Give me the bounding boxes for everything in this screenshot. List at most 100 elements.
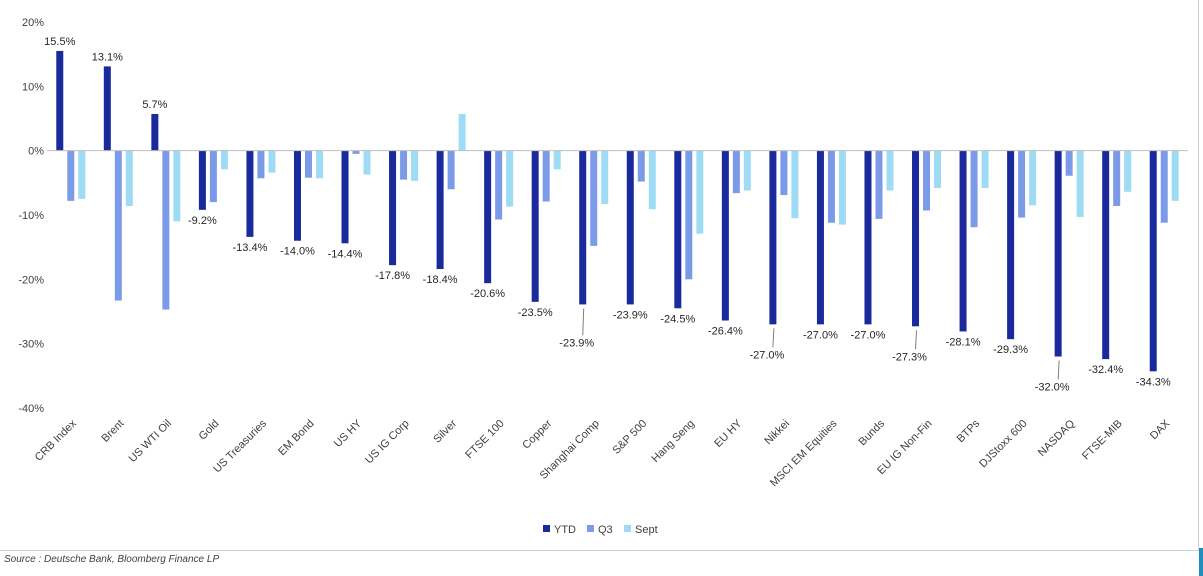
y-tick-label: -10% bbox=[18, 210, 44, 222]
bar-ytd bbox=[959, 150, 967, 332]
bar-sept bbox=[838, 150, 846, 225]
category-label: EU HY bbox=[712, 417, 745, 450]
category-label: Brent bbox=[99, 418, 126, 445]
bar-sept bbox=[411, 150, 419, 181]
data-label-ytd: -28.1% bbox=[946, 336, 981, 348]
bar-q3 bbox=[352, 150, 360, 154]
bar-ytd bbox=[484, 150, 492, 284]
bar-sept bbox=[125, 150, 133, 206]
bar-q3 bbox=[1160, 150, 1168, 223]
bar-sept bbox=[1124, 150, 1132, 192]
bar-ytd bbox=[1054, 150, 1062, 357]
bar-ytd bbox=[436, 150, 444, 270]
data-label-ytd: -27.0% bbox=[803, 329, 838, 341]
edge-accent bbox=[1199, 548, 1203, 576]
data-label-ytd: -32.0% bbox=[1035, 382, 1070, 394]
bar-q3 bbox=[732, 150, 740, 194]
bar-q3 bbox=[637, 150, 645, 182]
bar-ytd bbox=[246, 150, 254, 237]
y-tick-label: -40% bbox=[18, 403, 44, 415]
label-leader-lines bbox=[582, 308, 1060, 380]
category-label: DJStoxx 600 bbox=[977, 418, 1030, 471]
bar-sept bbox=[601, 150, 609, 205]
bar-ytd bbox=[103, 66, 111, 151]
data-label-ytd: -27.0% bbox=[851, 329, 886, 341]
data-label-ytd: -27.0% bbox=[749, 349, 784, 361]
bar-ytd bbox=[341, 150, 349, 244]
y-axis: 20% 10% 0% -10% -20% -30% -40% bbox=[18, 17, 44, 415]
bar-sept bbox=[886, 150, 894, 191]
bar-chart: 20% 10% 0% -10% -20% -30% -40% 15.5% 13.1% 5.7% -… bbox=[18, 17, 1188, 536]
category-label: EM Bond bbox=[276, 418, 316, 458]
bar-sept bbox=[553, 150, 561, 170]
data-label-ytd: -14.4% bbox=[328, 248, 363, 260]
bar-ytd bbox=[56, 50, 64, 151]
bar-sept bbox=[173, 150, 181, 222]
category-label: Copper bbox=[520, 417, 554, 451]
bar-q3 bbox=[590, 150, 598, 246]
bar-ytd bbox=[626, 150, 634, 305]
data-label-ytd: -23.9% bbox=[559, 337, 594, 349]
category-label: US HY bbox=[332, 417, 365, 450]
y-tick-label: 10% bbox=[22, 81, 44, 93]
bar-sept bbox=[1076, 150, 1084, 217]
bar-q3 bbox=[400, 150, 408, 180]
bar-sept bbox=[934, 150, 942, 188]
bar-ytd bbox=[389, 150, 397, 266]
bar-sept bbox=[315, 150, 323, 179]
bar-q3 bbox=[114, 150, 122, 301]
bar-q3 bbox=[209, 150, 217, 203]
data-label-ytd: -32.4% bbox=[1088, 364, 1123, 376]
legend-swatch-q3 bbox=[587, 525, 594, 532]
data-label-ytd: 13.1% bbox=[92, 51, 123, 63]
bar-q3 bbox=[1018, 150, 1026, 218]
bar-ytd bbox=[816, 150, 824, 325]
chart-frame: 20% 10% 0% -10% -20% -30% -40% 15.5% 13.1% 5.7% -… bbox=[0, 0, 1199, 551]
category-label: S&P 500 bbox=[610, 418, 649, 457]
data-label-ytd: 5.7% bbox=[142, 99, 167, 111]
category-label: Gold bbox=[197, 418, 222, 443]
category-label: CRB Index bbox=[33, 417, 79, 463]
bar-ytd bbox=[293, 150, 301, 241]
data-label-ytd: -17.8% bbox=[375, 270, 410, 282]
label-leader-line bbox=[582, 308, 585, 336]
data-label-ytd: -20.6% bbox=[470, 288, 505, 300]
bar-ytd bbox=[674, 150, 682, 309]
legend-label-ytd: YTD bbox=[554, 524, 576, 536]
category-label: FTSE-MIB bbox=[1080, 418, 1125, 463]
bar-q3 bbox=[970, 150, 978, 228]
label-leader-line bbox=[772, 328, 775, 348]
bar-q3 bbox=[495, 150, 503, 220]
category-label: BTPs bbox=[955, 417, 983, 445]
bar-sept bbox=[268, 150, 276, 173]
bar-q3 bbox=[162, 150, 170, 310]
bar-sept bbox=[1171, 150, 1179, 201]
bar-sept bbox=[506, 150, 514, 207]
y-tick-label: 20% bbox=[22, 17, 44, 29]
data-label-ytd: -14.0% bbox=[280, 246, 315, 258]
data-label-ytd: -24.5% bbox=[660, 313, 695, 325]
legend-swatch-sept bbox=[624, 525, 631, 532]
label-leader-line bbox=[915, 330, 918, 350]
bar-q3 bbox=[1113, 150, 1121, 206]
bar-sept bbox=[363, 150, 371, 175]
label-leader-line bbox=[1057, 360, 1060, 380]
bar-ytd bbox=[531, 150, 539, 302]
data-label-ytd: 15.5% bbox=[44, 36, 75, 48]
bar-sept bbox=[78, 150, 86, 199]
bar-q3 bbox=[447, 150, 455, 190]
source-note: Source : Deutsche Bank, Bloomberg Financ… bbox=[4, 554, 220, 565]
data-label-ytd: -34.3% bbox=[1136, 376, 1171, 388]
legend-swatch-ytd bbox=[543, 525, 550, 532]
bar-ytd bbox=[198, 150, 206, 210]
category-label: NASDAQ bbox=[1036, 417, 1078, 459]
data-label-ytd: -23.5% bbox=[518, 307, 553, 319]
bar-ytd bbox=[721, 150, 729, 321]
bar-q3 bbox=[542, 150, 550, 202]
category-label: DAX bbox=[1148, 417, 1173, 442]
data-label-ytd: -13.4% bbox=[233, 242, 268, 254]
category-label: US IG Corp bbox=[363, 418, 412, 467]
category-label: Nikkei bbox=[762, 418, 792, 448]
category-label: FTSE 100 bbox=[463, 418, 507, 462]
